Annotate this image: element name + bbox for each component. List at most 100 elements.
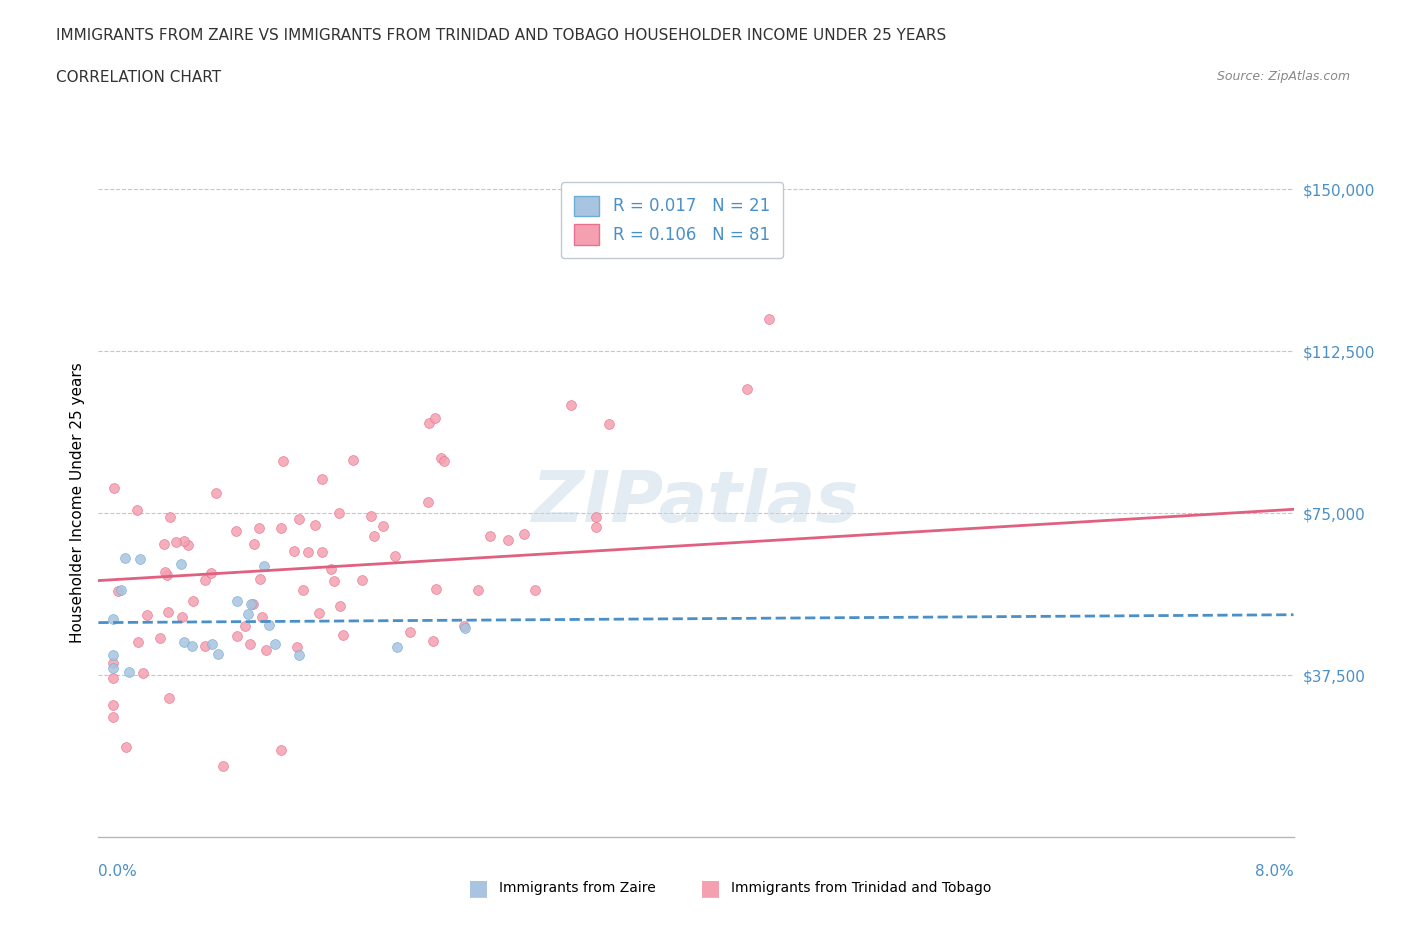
Point [181,594,204,609]
Point [285,640,308,655]
Text: ■: ■ [468,878,488,898]
Point [207,647,229,662]
Point [342,453,364,468]
Point [157,604,180,619]
Point [308,606,330,621]
Point [328,505,350,520]
Point [211,758,233,773]
Point [243,537,266,551]
Point [103,656,125,671]
Point [758,312,780,326]
Point [170,556,193,571]
Point [384,548,406,563]
Point [247,521,270,536]
Point [125,503,148,518]
Point [271,454,294,469]
Point [287,647,309,662]
Point [135,607,157,622]
Point [467,583,489,598]
Point [165,535,187,550]
Point [291,583,314,598]
Text: ZIPatlas: ZIPatlas [533,468,859,537]
Point [425,581,447,596]
Y-axis label: Householder Income Under 25 years: Householder Income Under 25 years [69,362,84,643]
Point [103,481,125,496]
Point [153,537,176,551]
Point [329,599,352,614]
Point [598,417,620,432]
Point [155,565,177,579]
Point [524,582,547,597]
Point [422,634,444,649]
Point [103,660,125,675]
Point [297,544,319,559]
Point [238,606,260,621]
Point [360,509,382,524]
Point [371,518,394,533]
Point [103,647,125,662]
Point [513,527,536,542]
Point [288,512,311,527]
Point [735,382,758,397]
Point [254,643,277,658]
Text: Source: ZipAtlas.com: Source: ZipAtlas.com [1216,70,1350,83]
Point [205,486,228,501]
Text: Immigrants from Zaire: Immigrants from Zaire [499,881,655,896]
Point [103,698,125,713]
Point [385,640,408,655]
Point [454,620,477,635]
Text: IMMIGRANTS FROM ZAIRE VS IMMIGRANTS FROM TRINIDAD AND TOBAGO HOUSEHOLDER INCOME : IMMIGRANTS FROM ZAIRE VS IMMIGRANTS FROM… [56,28,946,43]
Point [418,416,440,431]
Point [159,510,181,525]
Point [170,609,193,624]
Point [157,691,180,706]
Point [399,624,422,639]
Point [177,538,200,552]
Point [239,636,262,651]
Text: CORRELATION CHART: CORRELATION CHART [56,70,221,85]
Point [249,572,271,587]
Point [173,635,195,650]
Point [201,637,224,652]
Point [321,562,343,577]
Point [453,618,475,633]
Point [311,472,333,486]
Point [173,534,195,549]
Point [332,627,354,642]
Point [498,533,520,548]
Text: Immigrants from Trinidad and Tobago: Immigrants from Trinidad and Tobago [731,881,991,896]
Text: 8.0%: 8.0% [1254,864,1294,879]
Point [242,596,264,611]
Point [257,618,280,632]
Point [149,631,172,645]
Point [240,597,263,612]
Point [225,524,247,538]
Point [363,528,385,543]
Point [235,618,257,633]
Point [585,510,607,525]
Point [270,521,292,536]
Point [311,545,333,560]
Legend: R = 0.017   N = 21, R = 0.106   N = 81: R = 0.017 N = 21, R = 0.106 N = 81 [561,182,783,259]
Point [103,710,125,724]
Point [263,636,285,651]
Point [352,572,374,587]
Point [156,567,179,582]
Point [416,495,439,510]
Point [433,454,456,469]
Point [250,609,273,624]
Text: ■: ■ [700,878,720,898]
Point [128,552,150,567]
Point [194,573,217,588]
Point [103,612,125,627]
Point [585,520,607,535]
Point [252,559,274,574]
Point [200,566,222,581]
Point [110,582,132,597]
Point [103,671,125,685]
Point [430,450,453,465]
Point [270,743,292,758]
Point [283,544,305,559]
Point [425,411,447,426]
Point [304,517,326,532]
